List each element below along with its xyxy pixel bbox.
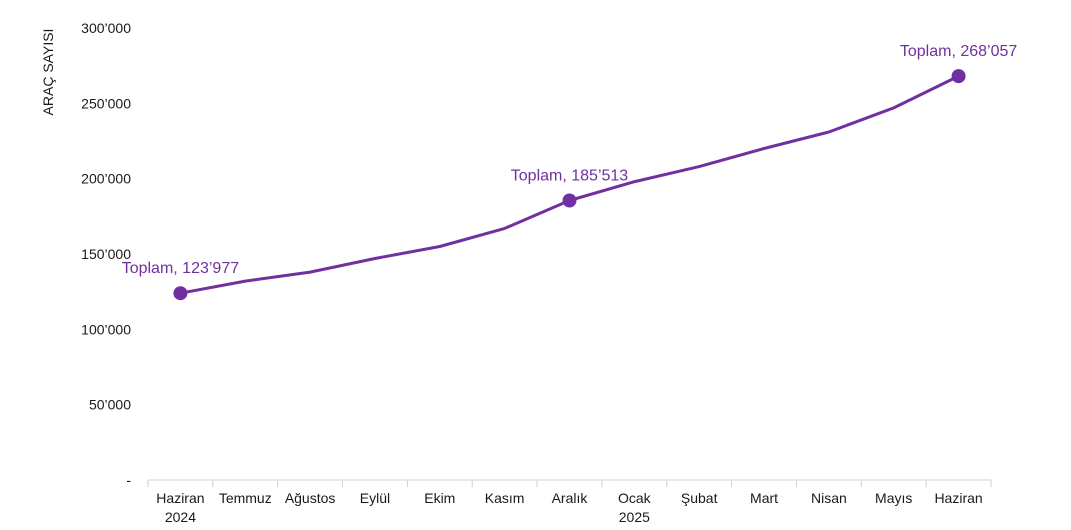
x-tick-label: Ocak 2025 <box>618 490 652 525</box>
series-line <box>178 74 961 295</box>
x-tick-label: Mayıs <box>875 490 912 506</box>
data-label: Toplam, 268’057 <box>900 43 1018 60</box>
y-tick-label: 100’000 <box>81 321 131 337</box>
data-point-marker <box>173 286 188 301</box>
data-point-marker <box>951 69 966 84</box>
data-point-marker <box>562 193 577 208</box>
x-tick-label: Eylül <box>360 490 390 506</box>
x-tick-label: Ağustos <box>285 490 336 506</box>
y-tick-label: 50’000 <box>89 397 131 413</box>
y-tick-label: 250’000 <box>81 95 131 111</box>
y-tick-label: 200’000 <box>81 171 131 187</box>
y-axis-title: ARAÇ SAYISI <box>40 29 56 116</box>
series-group <box>178 74 961 295</box>
markers-group: Toplam, 123’977 Toplam, 185’513 Toplam, 26… <box>122 43 1018 301</box>
y-tick-label: 150’000 <box>81 246 131 262</box>
x-axis-ticks: Haziran 2024 Temmuz Ağustos Eylül Ekim Kasım Ar… <box>156 490 982 525</box>
y-axis-ticks: - 50’000 100’000 150’000 200’000 250’000 300’0… <box>81 20 131 488</box>
x-axis <box>147 479 992 487</box>
data-label: Toplam, 185’513 <box>511 167 629 184</box>
x-tick-label: Haziran 2024 <box>156 490 204 525</box>
y-tick-label: - <box>126 472 131 488</box>
x-tick-label: Temmuz <box>219 490 272 506</box>
x-tick-label: Nisan <box>811 490 847 506</box>
x-tick-label: Şubat <box>681 490 718 506</box>
x-tick-label: Haziran <box>934 490 982 506</box>
x-tick-label: Ekim <box>424 490 455 506</box>
x-tick-label: Mart <box>750 490 778 506</box>
x-tick-label: Kasım <box>485 490 525 506</box>
y-tick-label: 300’000 <box>81 20 131 36</box>
data-label: Toplam, 123’977 <box>122 260 240 277</box>
x-tick-label: Aralık <box>552 490 589 506</box>
